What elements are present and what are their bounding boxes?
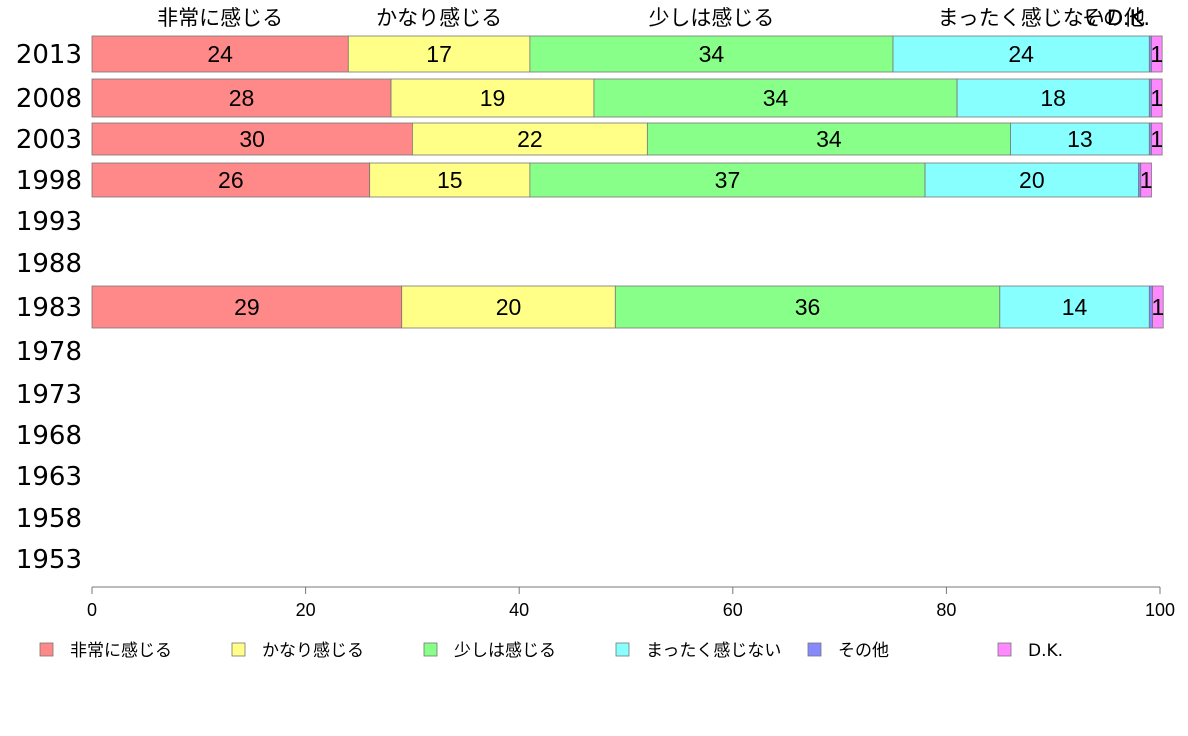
value-label-2003-0: 30 <box>239 126 265 152</box>
x-tick-label-40: 40 <box>509 600 529 620</box>
bar-segment-2013-0 <box>91 35 349 73</box>
value-label-1998-0: 26 <box>218 167 244 193</box>
bar-segment-2003-3 <box>1010 122 1150 156</box>
value-label-1998-1: 15 <box>437 167 463 193</box>
value-label-2003-1: 22 <box>517 126 543 152</box>
year-label-1983: 1983 <box>16 293 82 323</box>
year-label-2003: 2003 <box>16 125 82 155</box>
bar-segment-2008-0 <box>91 78 392 118</box>
bar-segment-1983-5 <box>1152 285 1164 329</box>
x-tick-label-20: 20 <box>296 600 316 620</box>
legend-swatch-2 <box>423 642 438 657</box>
value-label-2008-3: 18 <box>1040 85 1066 111</box>
value-label-2013-1: 17 <box>426 41 452 67</box>
bar-segment-2013-2 <box>529 35 894 73</box>
bar-segment-2003-1 <box>411 122 648 156</box>
legend-swatch-5 <box>997 642 1012 657</box>
bar-segment-2013-3 <box>892 35 1150 73</box>
year-label-1958: 1958 <box>16 504 82 534</box>
year-label-1968: 1968 <box>16 421 82 451</box>
legend-swatch-1 <box>231 642 246 657</box>
x-axis: 0 20 40 60 80 100 <box>87 586 1175 620</box>
bar-segment-1998-3 <box>924 162 1140 198</box>
bar-segment-2008-3 <box>956 78 1150 118</box>
bar-segment-2003-5 <box>1151 122 1163 156</box>
year-label-1973: 1973 <box>16 380 82 410</box>
bar-segment-2008-2 <box>593 78 958 118</box>
bar-segment-1998-1 <box>369 162 531 198</box>
bar-segment-1998-2 <box>529 162 926 198</box>
legend-swatch-4 <box>807 642 822 657</box>
category-header-5: D.K. <box>1107 6 1150 30</box>
year-label-1993: 1993 <box>16 207 82 237</box>
bar-segment-1983-0 <box>91 285 403 329</box>
value-label-1998-5: 1 <box>1140 167 1153 193</box>
category-header-1: かなり感じる <box>376 6 502 30</box>
bar-segment-1983-1 <box>401 285 616 329</box>
category-header-3: まったく感じない <box>938 6 1105 30</box>
legend: 非常に感じる かなり感じる 少しは感じる まったく感じない その他 D.K. <box>39 641 1063 661</box>
legend-label-0: 非常に感じる <box>70 641 172 661</box>
bar-segment-2008-5 <box>1151 78 1163 118</box>
bar-segment-2003-2 <box>646 122 1011 156</box>
value-label-2008-5: 1 <box>1150 85 1163 111</box>
bars-layer: 24 17 34 24 1 28 19 34 18 1 30 22 34 13 1 26 15 37 20 1 29 20… <box>91 35 1164 329</box>
bar-segment-1998-5 <box>1140 162 1152 198</box>
year-label-2013: 2013 <box>16 40 82 70</box>
legend-label-2: 少しは感じる <box>454 641 556 661</box>
bar-segment-1983-3 <box>999 285 1150 329</box>
year-label-1978: 1978 <box>16 337 82 367</box>
legend-swatch-0 <box>39 642 54 657</box>
x-tick-label-80: 80 <box>936 600 956 620</box>
bar-segment-1998-0 <box>91 162 371 198</box>
legend-swatch-3 <box>615 642 630 657</box>
value-label-1983-2: 36 <box>795 294 821 320</box>
category-header-0: 非常に感じる <box>157 6 283 30</box>
value-label-1998-3: 20 <box>1019 167 1045 193</box>
value-label-2008-1: 19 <box>480 85 506 111</box>
year-label-2008: 2008 <box>16 84 82 114</box>
year-label-1953: 1953 <box>16 545 82 575</box>
value-label-1983-3: 14 <box>1062 294 1088 320</box>
x-tick-label-60: 60 <box>723 600 743 620</box>
bar-segment-2013-1 <box>347 35 531 73</box>
legend-label-1: かなり感じる <box>262 641 364 661</box>
category-header-2: 少しは感じる <box>648 6 774 30</box>
value-label-2003-3: 13 <box>1067 126 1093 152</box>
bar-segment-2008-1 <box>390 78 595 118</box>
value-label-1983-0: 29 <box>234 294 260 320</box>
category-header-4: その他 <box>1082 6 1145 30</box>
year-label-1963: 1963 <box>16 462 82 492</box>
value-label-1998-2: 37 <box>715 167 741 193</box>
bar-segment-2013-5 <box>1151 35 1163 73</box>
year-label-1988: 1988 <box>16 249 82 279</box>
value-label-1983-1: 20 <box>496 294 522 320</box>
x-tick-label-100: 100 <box>1145 600 1175 620</box>
value-label-2003-5: 1 <box>1150 126 1163 152</box>
value-label-2008-2: 34 <box>763 85 789 111</box>
value-label-2013-2: 34 <box>699 41 725 67</box>
value-label-2013-3: 24 <box>1008 41 1034 67</box>
year-label-1998: 1998 <box>16 166 82 196</box>
legend-label-4: その他 <box>838 641 889 661</box>
value-label-2013-5: 1 <box>1150 41 1163 67</box>
value-label-2008-0: 28 <box>229 85 255 111</box>
year-labels: 2013 2008 2003 1998 1993 1988 1983 1978 1973 1968… <box>16 40 82 575</box>
x-tick-label-0: 0 <box>87 600 97 620</box>
value-label-2003-2: 34 <box>816 126 842 152</box>
legend-label-3: まったく感じない <box>646 641 781 661</box>
value-label-2013-0: 24 <box>207 41 233 67</box>
value-label-1983-5: 1 <box>1151 294 1164 320</box>
legend-label-5: D.K. <box>1028 641 1063 661</box>
